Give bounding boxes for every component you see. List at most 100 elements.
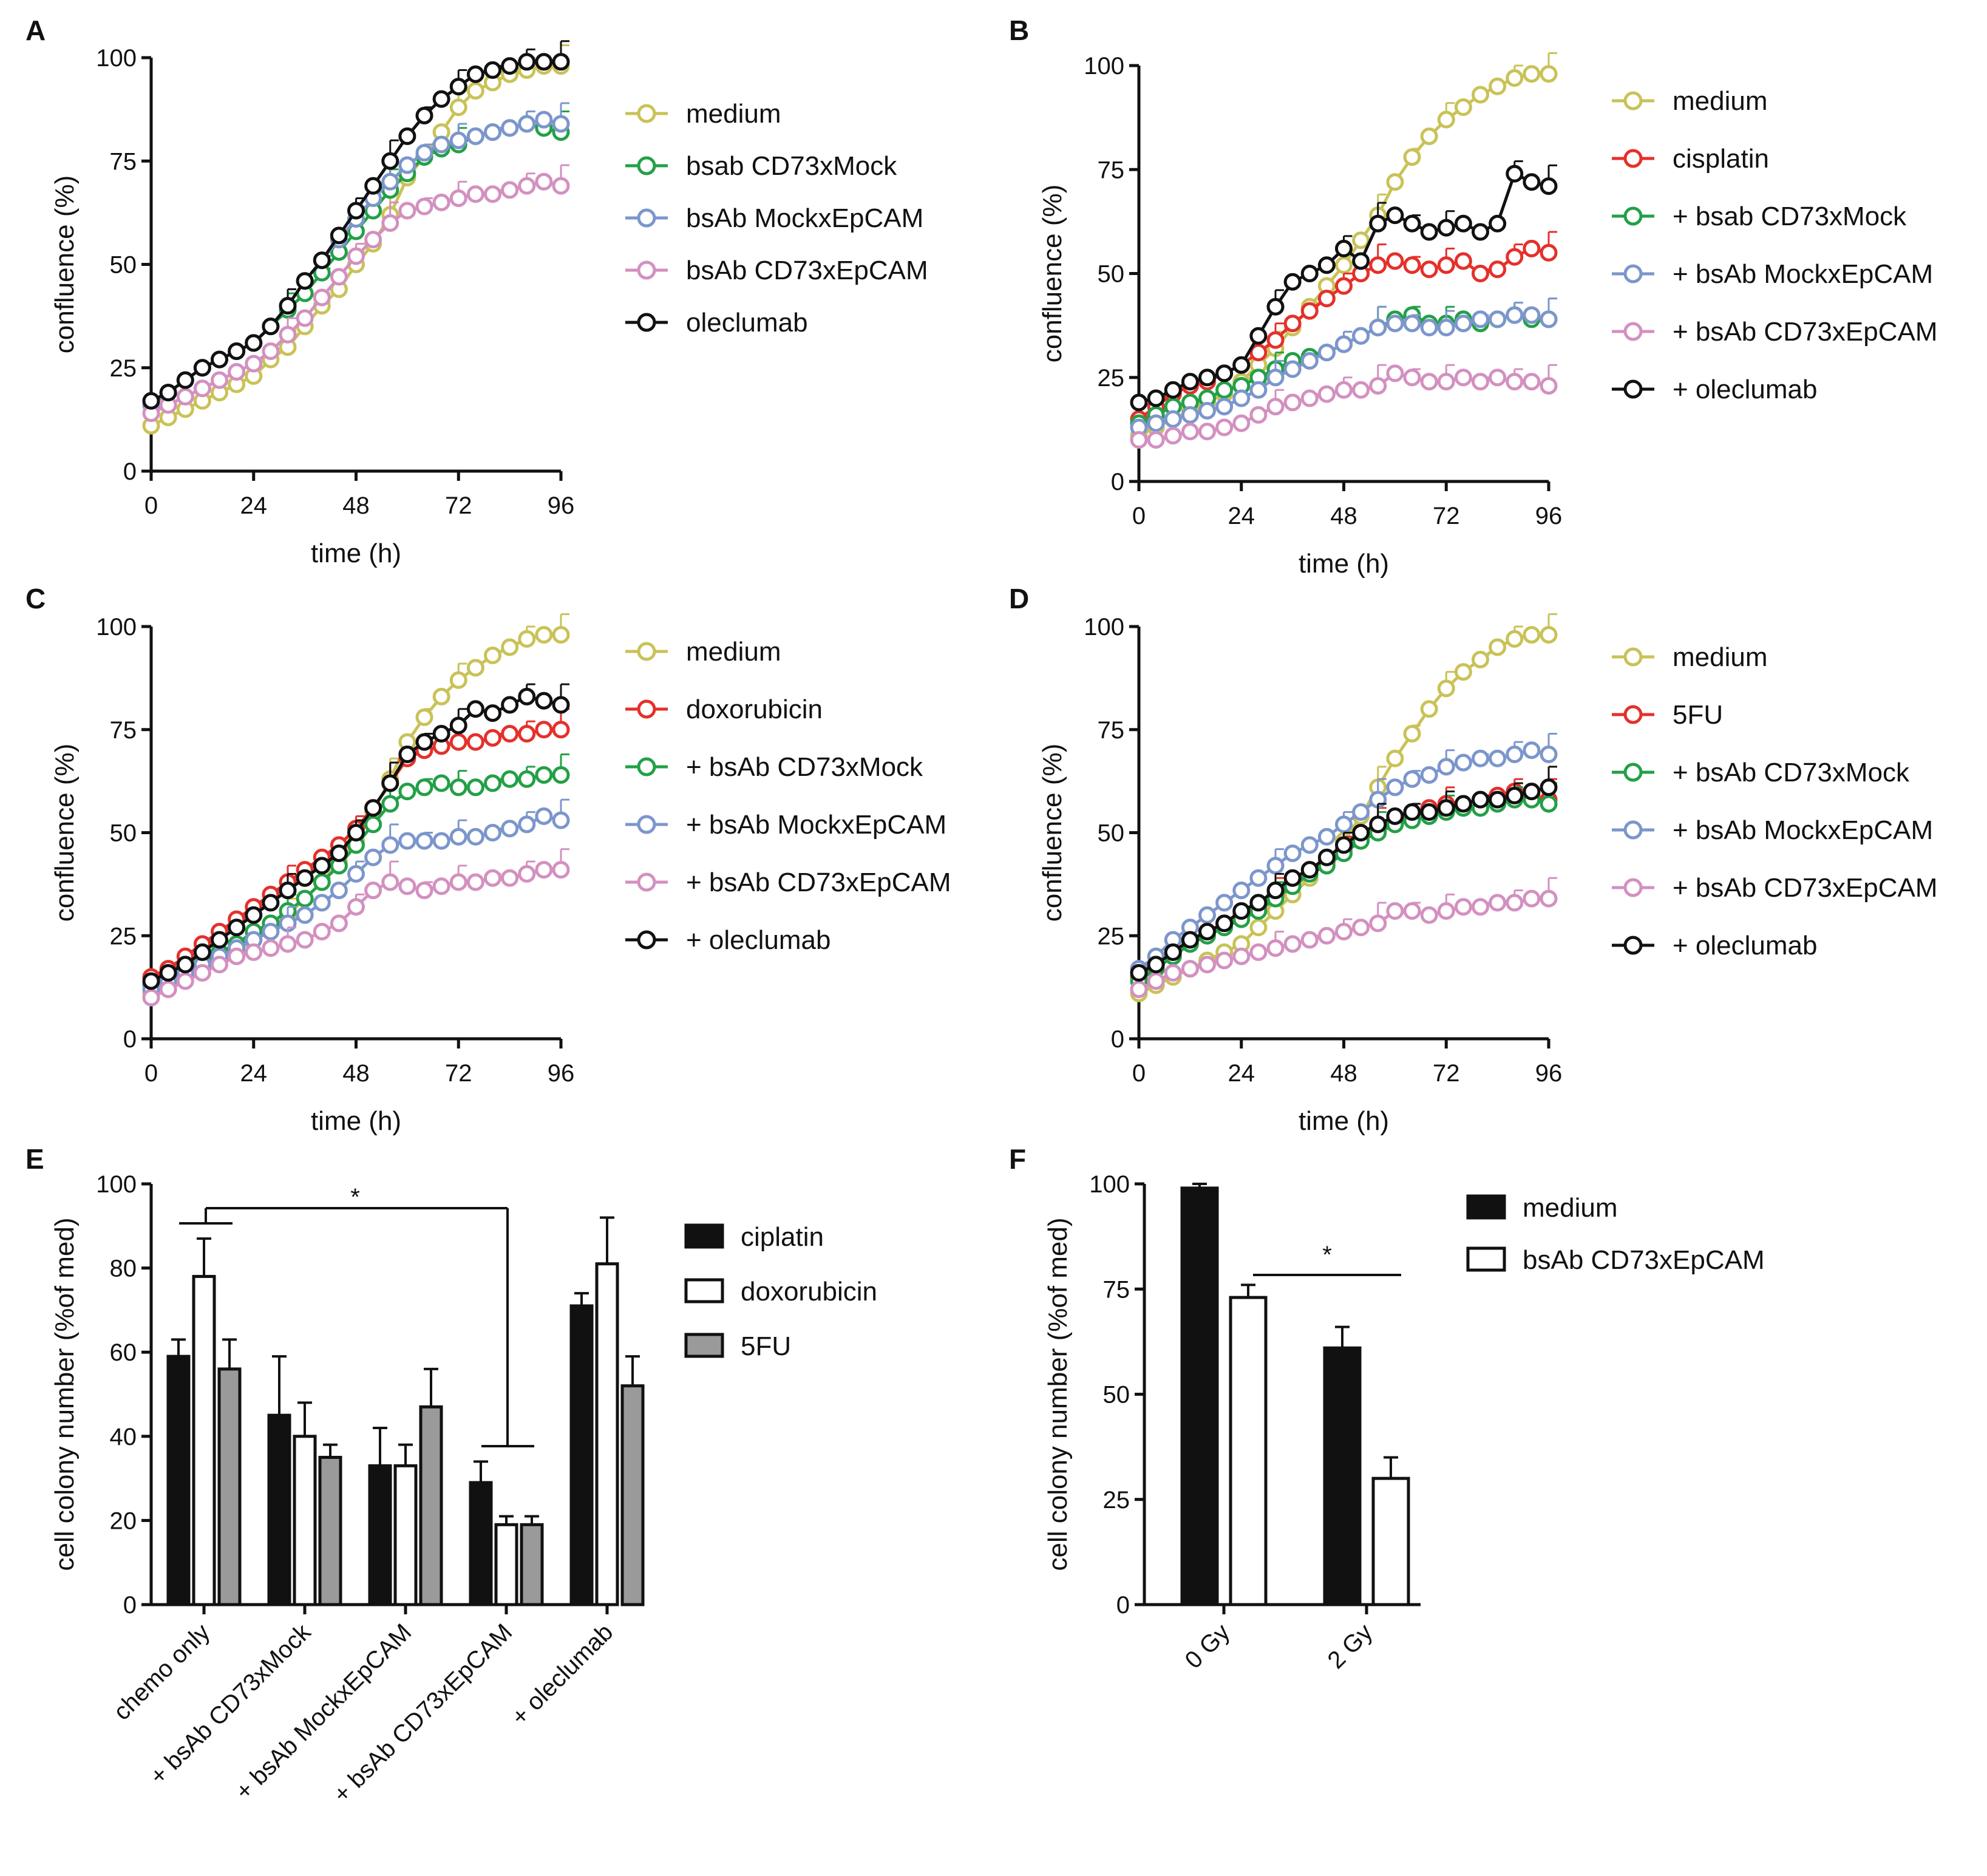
data-point <box>415 197 433 216</box>
data-point <box>1164 381 1182 399</box>
data-point <box>1437 902 1455 920</box>
data-point <box>1489 790 1507 809</box>
data-point <box>176 371 194 389</box>
data-point <box>1437 256 1455 274</box>
data-point <box>415 832 433 850</box>
legend-marker <box>1623 878 1643 897</box>
legend-item: + bsAb MockxEpCAM <box>625 810 946 840</box>
x-tick-label: + bsAb MockxEpCAM <box>230 1619 416 1805</box>
series-5 <box>1130 160 1558 412</box>
legend-label: + oleclumab <box>1673 931 1817 960</box>
data-point <box>228 947 246 965</box>
data-point <box>1420 373 1438 391</box>
data-point <box>1352 231 1370 250</box>
data-point <box>501 770 519 788</box>
legend-label: + bsAb MockxEpCAM <box>1673 815 1933 845</box>
significance-bracket: * <box>1253 1242 1401 1276</box>
data-point <box>1540 778 1558 797</box>
data-point <box>1454 663 1472 681</box>
series-5 <box>142 683 570 990</box>
data-point <box>262 939 280 957</box>
legend-label: 5FU <box>1673 700 1723 730</box>
data-point <box>1420 906 1438 924</box>
data-point <box>1352 919 1370 937</box>
y-tick-label: 50 <box>1098 820 1125 847</box>
data-point <box>501 820 519 838</box>
x-tick-label: 24 <box>240 492 268 519</box>
data-point <box>484 185 501 203</box>
legend-item: + bsAb CD73xMock <box>625 752 923 782</box>
data-point <box>484 61 501 79</box>
data-point <box>193 963 211 982</box>
legend-marker <box>1623 820 1643 840</box>
data-point <box>1369 214 1387 233</box>
data-point <box>1506 894 1524 912</box>
data-point <box>1130 393 1148 412</box>
data-point <box>1506 630 1524 648</box>
data-point <box>1437 319 1455 337</box>
data-point <box>1147 389 1165 407</box>
data-point <box>466 828 484 846</box>
data-point <box>1232 389 1251 407</box>
bar <box>469 1481 493 1606</box>
data-point <box>466 873 484 891</box>
data-point <box>1454 214 1472 233</box>
data-point <box>1386 206 1404 225</box>
data-point <box>518 865 536 883</box>
data-point <box>1181 931 1199 949</box>
data-point <box>313 288 331 307</box>
data-point <box>552 766 570 784</box>
data-point <box>432 774 450 792</box>
data-point <box>1506 306 1524 324</box>
data-point <box>1164 410 1182 428</box>
legend-item: bsab CD73xMock <box>625 151 897 181</box>
data-point <box>1317 926 1336 945</box>
data-point <box>1232 902 1251 920</box>
legend-marker <box>1623 936 1643 955</box>
data-point <box>1317 385 1336 403</box>
data-point <box>1317 828 1336 846</box>
data-point <box>1506 786 1524 804</box>
data-point <box>262 342 280 361</box>
x-tick-label: 24 <box>240 1060 268 1087</box>
data-point <box>1232 947 1251 965</box>
data-point <box>1335 256 1353 274</box>
data-point <box>484 647 501 665</box>
data-point <box>1386 364 1404 382</box>
data-point <box>142 392 160 410</box>
x-tick-label: 24 <box>1228 1060 1255 1087</box>
data-point <box>1506 69 1524 87</box>
data-point <box>1420 700 1438 718</box>
data-point <box>466 700 484 718</box>
data-point <box>1317 848 1336 866</box>
data-point <box>381 214 399 232</box>
data-point <box>1506 248 1524 266</box>
data-point <box>415 708 433 726</box>
legend-item: bsAb MockxEpCAM <box>625 203 923 233</box>
data-point <box>1283 935 1302 953</box>
data-point <box>1164 963 1182 982</box>
data-point <box>313 857 331 875</box>
data-point <box>364 815 382 834</box>
data-point <box>432 135 450 154</box>
legend-item: 5FU <box>684 1331 791 1361</box>
legend-label: medium <box>686 99 781 129</box>
x-tick-label: 0 <box>144 492 158 519</box>
data-point <box>501 696 519 714</box>
data-point <box>1489 77 1507 95</box>
data-point <box>1523 306 1541 324</box>
legend-item: bsAb CD73xEpCAM <box>625 256 928 285</box>
data-point <box>1352 381 1370 399</box>
data-point <box>296 309 314 327</box>
data-point <box>1540 177 1558 195</box>
bar <box>1371 1477 1410 1606</box>
data-point <box>1300 265 1319 282</box>
y-tick-label: 100 <box>1084 614 1124 641</box>
data-point <box>347 865 365 883</box>
y-tick-label: 75 <box>110 717 137 744</box>
data-point <box>228 342 246 361</box>
legend-item: + oleclumab <box>625 925 830 955</box>
data-point <box>552 696 570 714</box>
x-tick-label: 72 <box>1433 503 1460 529</box>
x-axis-title: time (h) <box>1299 549 1389 579</box>
